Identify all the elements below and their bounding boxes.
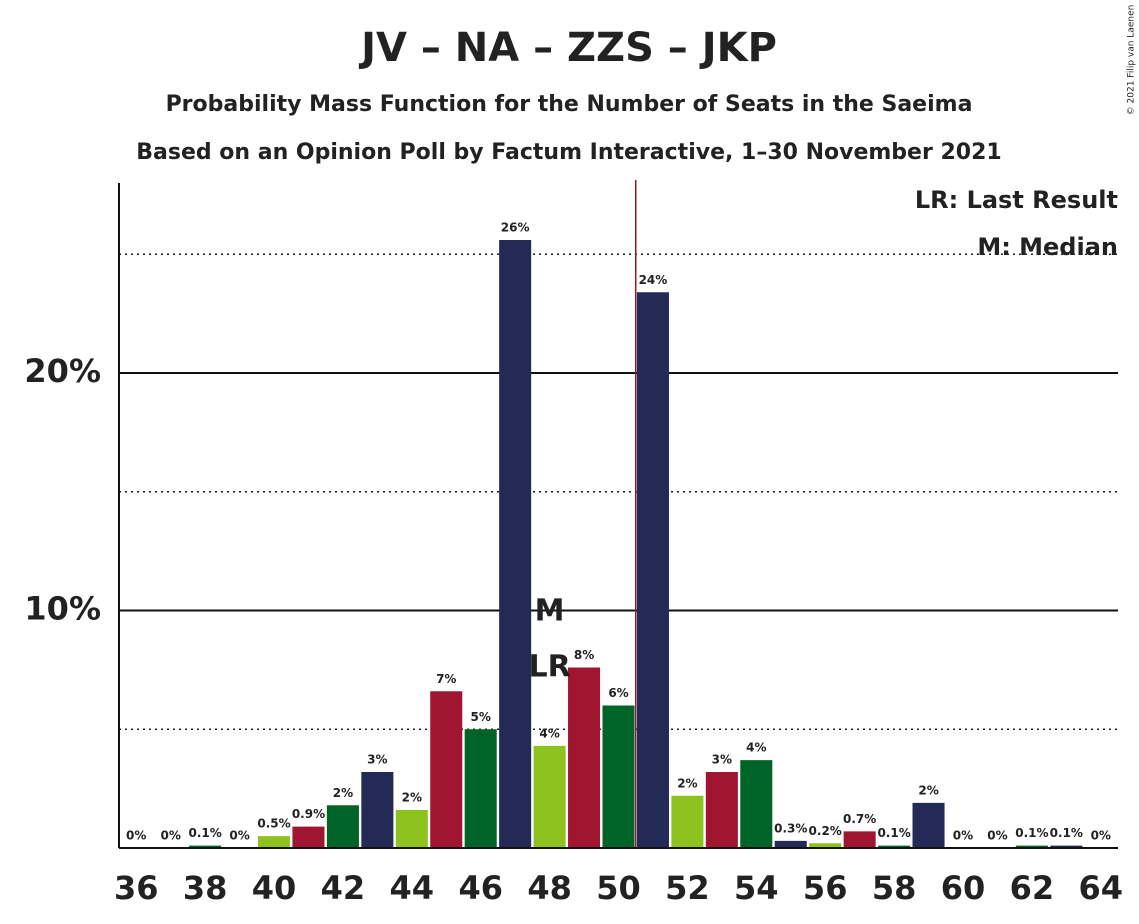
- value-label: 0.1%: [1050, 826, 1083, 840]
- x-tick-label: 44: [390, 869, 435, 907]
- bar: [326, 805, 359, 848]
- bar: [189, 845, 222, 848]
- x-tick-label: 38: [183, 869, 228, 907]
- value-label: 7%: [436, 672, 456, 686]
- y-tick-label: 20%: [24, 352, 101, 390]
- value-label: 0%: [160, 829, 180, 843]
- bar: [1050, 845, 1083, 848]
- value-label: 2%: [333, 786, 353, 800]
- x-tick-label: 54: [734, 869, 779, 907]
- value-label: 0%: [953, 829, 973, 843]
- value-label: 0.3%: [774, 821, 807, 835]
- value-label: 0.7%: [843, 812, 876, 826]
- bar: [809, 843, 842, 848]
- legend-entry: M: Median: [977, 233, 1118, 261]
- chart-title: JV – NA – ZZS – JKP: [358, 25, 777, 71]
- x-tick-label: 64: [1079, 869, 1124, 907]
- value-label: 26%: [501, 221, 530, 235]
- value-label: 0%: [229, 829, 249, 843]
- value-label: 0.5%: [257, 817, 290, 831]
- y-tick-label: 10%: [24, 590, 101, 628]
- bar: [912, 802, 945, 848]
- value-label: 0.1%: [1015, 826, 1048, 840]
- bar: [533, 745, 566, 848]
- last-result-marker: LR: [528, 650, 570, 685]
- bar: [843, 831, 876, 848]
- bar: [602, 705, 635, 848]
- value-label: 2%: [918, 783, 938, 797]
- value-label: 0.9%: [292, 807, 325, 821]
- x-tick-label: 52: [665, 869, 710, 907]
- x-tick-label: 40: [252, 869, 297, 907]
- value-label: 8%: [574, 648, 594, 662]
- x-tick-label: 50: [596, 869, 641, 907]
- value-label: 24%: [639, 273, 668, 287]
- x-tick-label: 42: [321, 869, 366, 907]
- bar: [705, 772, 738, 848]
- x-tick-label: 48: [527, 869, 572, 907]
- bar: [430, 691, 463, 848]
- value-label: 2%: [677, 776, 697, 790]
- x-tick-label: 60: [941, 869, 986, 907]
- bar: [568, 667, 601, 848]
- bar: [671, 795, 704, 848]
- value-label: 0%: [1091, 829, 1111, 843]
- value-label: 3%: [712, 753, 732, 767]
- bar: [878, 845, 911, 848]
- median-marker: M: [535, 594, 565, 629]
- x-tick-label: 46: [458, 869, 503, 907]
- legend-entry: LR: Last Result: [915, 186, 1118, 214]
- bar: [292, 826, 325, 848]
- bar: [636, 292, 669, 848]
- value-label: 0.1%: [877, 826, 910, 840]
- value-label: 6%: [608, 686, 628, 700]
- value-label: 5%: [471, 710, 491, 724]
- x-tick-label: 58: [872, 869, 917, 907]
- value-label: 4%: [539, 726, 559, 740]
- bar: [361, 772, 394, 848]
- value-label: 0%: [987, 829, 1007, 843]
- copyright: © 2021 Filip van Laenen: [1127, 5, 1137, 116]
- chart-subtitle: Probability Mass Function for the Number…: [166, 92, 973, 117]
- bar: [740, 760, 773, 848]
- bar: [774, 840, 807, 848]
- bar: [1015, 845, 1048, 848]
- value-label: 3%: [367, 753, 387, 767]
- x-tick-label: 56: [803, 869, 848, 907]
- value-label: 0%: [126, 829, 146, 843]
- bar: [395, 810, 428, 848]
- x-tick-label: 36: [114, 869, 159, 907]
- value-label: 4%: [746, 741, 766, 755]
- chart-subtitle: Based on an Opinion Poll by Factum Inter…: [136, 140, 1001, 165]
- bar: [464, 729, 497, 848]
- bar: [499, 240, 532, 848]
- value-label: 2%: [402, 791, 422, 805]
- bar: [257, 836, 291, 848]
- x-tick-label: 62: [1010, 869, 1055, 907]
- value-label: 0.2%: [809, 824, 842, 838]
- value-label: 0.1%: [188, 826, 221, 840]
